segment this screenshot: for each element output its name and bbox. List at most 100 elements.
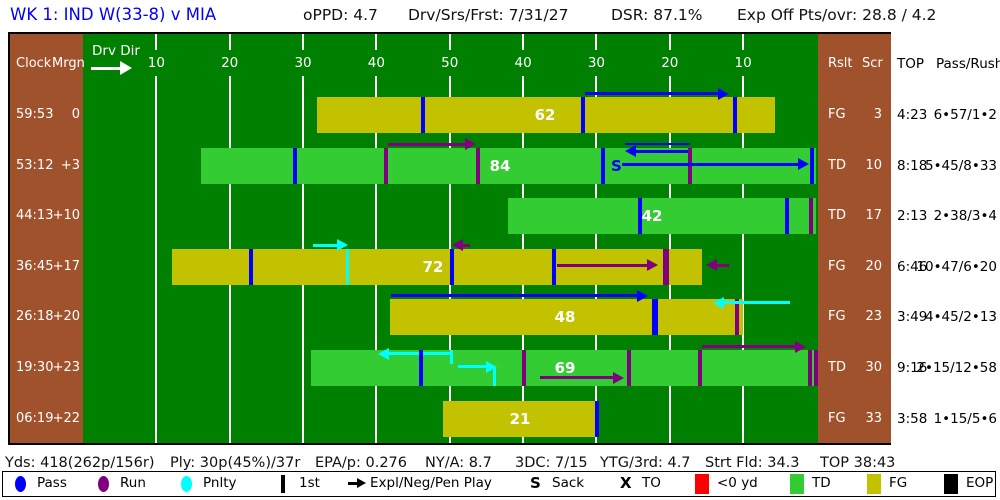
footer-stat: Strt Fld: 34.3 xyxy=(705,455,800,471)
footer-stat: NY/A: 8.7 xyxy=(425,455,492,471)
play-arrow-head-icon xyxy=(378,347,389,360)
drive-clock: 59:53 xyxy=(16,107,54,122)
first-down-marker xyxy=(733,97,737,133)
drive-result: TD xyxy=(828,360,846,375)
first-down-marker xyxy=(814,350,818,386)
play-arrow-head-icon xyxy=(613,371,624,384)
play-arrow-head-icon xyxy=(465,138,476,151)
legend-item: Pass xyxy=(15,472,135,495)
drive-clock: 19:30 xyxy=(16,360,54,375)
legend-label: TD xyxy=(812,475,831,491)
drive-score: 17 xyxy=(865,208,882,224)
first-down-marker xyxy=(421,97,425,133)
legend-S-icon: S xyxy=(530,474,541,492)
first-down-marker xyxy=(293,147,297,184)
header-stat: oPPD: 4.7 xyxy=(303,6,378,24)
play-arrow-shaft xyxy=(715,263,729,267)
yard-number: 40 xyxy=(514,55,532,71)
yard-number: 40 xyxy=(367,55,385,71)
drive-top: 6:46 xyxy=(897,258,928,275)
yard-tick xyxy=(448,34,451,50)
legend-item: EOP xyxy=(944,472,1000,495)
play-arrow-shaft xyxy=(458,365,488,368)
drive-margin: +10 xyxy=(52,208,80,224)
drive-result: FG xyxy=(828,107,846,122)
drive-yards-label: 48 xyxy=(554,308,576,327)
legend-item: Expl/Neg/Pen Play xyxy=(348,472,492,495)
drive-yards-label: 69 xyxy=(554,359,576,377)
drive-bar xyxy=(390,299,743,336)
yard-number: 10 xyxy=(734,55,752,71)
legend-item: S Sack xyxy=(530,472,650,495)
sack-marker: S xyxy=(611,156,622,175)
header-stat: DSR: 87.1% xyxy=(611,6,703,24)
first-down-marker xyxy=(450,248,454,285)
legend-label: Run xyxy=(120,475,146,491)
legend-item: TD xyxy=(790,472,910,495)
col-header-pass-rush: Pass/Rush xyxy=(936,56,1000,72)
play-arrow-shaft xyxy=(391,294,639,298)
drive-score: 30 xyxy=(865,360,882,375)
yard-line xyxy=(155,76,158,443)
play-arrow-shaft xyxy=(388,142,467,146)
legend-label: Pass xyxy=(37,475,67,491)
drive-margin: +22 xyxy=(52,410,80,426)
drive-score: 33 xyxy=(865,410,882,426)
play-arrow-shaft xyxy=(622,162,800,166)
first-down-marker xyxy=(522,350,526,386)
legend-pnlty-icon xyxy=(181,475,192,492)
yard-number: 30 xyxy=(587,55,606,71)
drive-score: 3 xyxy=(873,107,882,122)
drive-result: FG xyxy=(828,258,846,274)
play-arrow-shaft xyxy=(313,243,339,247)
play-arrow-shaft xyxy=(540,376,615,379)
legend-item: Run xyxy=(98,472,218,495)
first-down-marker xyxy=(663,248,669,285)
header-stat: Exp Off Pts/ovr: 28.8 / 4.2 xyxy=(737,6,937,24)
drive-pass-rush: 10•47/6•20 xyxy=(916,258,997,275)
first-down-marker xyxy=(492,368,496,386)
first-down-marker xyxy=(698,350,702,386)
drive-clock: 06:19 xyxy=(16,410,54,426)
drive-clock: 53:12 xyxy=(16,157,54,173)
yard-number: 10 xyxy=(147,55,165,71)
page-title: WK 1: IND W(33-8) v MIA xyxy=(10,5,217,24)
drive-result: FG xyxy=(828,309,846,325)
play-arrow-head-icon xyxy=(798,158,809,171)
drive-pass-rush: 2•15/12•58 xyxy=(916,360,997,376)
drive-direction-arrow-icon xyxy=(120,61,132,75)
first-down-marker xyxy=(810,147,814,184)
first-down-marker xyxy=(595,400,599,437)
yard-line xyxy=(742,76,745,443)
play-arrow-shaft xyxy=(461,243,470,247)
legend-label: TO xyxy=(642,475,661,491)
legend-swatch-icon xyxy=(790,473,804,494)
legend-arrow-icon xyxy=(348,482,358,485)
legend-run-icon xyxy=(98,475,109,492)
col-header-margin: Mrgn xyxy=(52,56,85,71)
yard-number: 30 xyxy=(294,55,312,71)
first-down-marker xyxy=(601,147,605,184)
play-arrow-shaft xyxy=(722,301,790,305)
drive-yards-label: 72 xyxy=(422,257,444,276)
legend-swatch-icon xyxy=(695,473,709,494)
drive-clock: 36:45 xyxy=(16,258,54,274)
legend-label: Pnlty xyxy=(203,475,237,491)
play-line xyxy=(625,142,690,146)
first-down-marker xyxy=(652,299,658,336)
drive-score: 23 xyxy=(865,309,882,325)
col-header-top: TOP xyxy=(897,56,925,72)
first-down-marker xyxy=(384,147,388,184)
drive-result: FG xyxy=(828,410,846,426)
first-down-marker xyxy=(476,147,480,184)
yard-number: 20 xyxy=(221,55,239,71)
drive-clock: 44:13 xyxy=(16,208,54,224)
drive-margin: 0 xyxy=(71,107,80,122)
drive-bar xyxy=(443,400,595,437)
legend-label: 1st xyxy=(299,475,320,491)
drive-margin: +3 xyxy=(60,157,80,173)
play-arrow-shaft xyxy=(702,345,797,348)
drive-score: 10 xyxy=(865,157,882,173)
drive-result: TD xyxy=(828,157,846,173)
header-stat: Drv/Srs/Frst: 7/31/27 xyxy=(408,6,569,24)
